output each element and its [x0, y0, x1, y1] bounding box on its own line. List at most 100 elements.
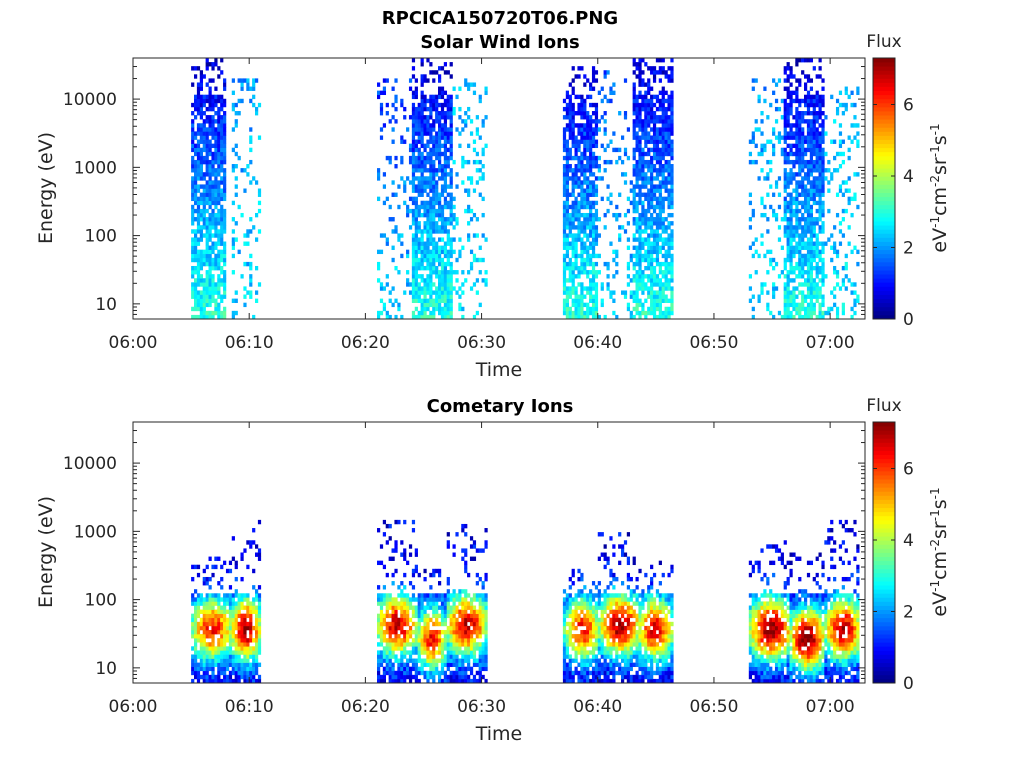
flux-cell: [806, 290, 811, 295]
flux-cell: [420, 629, 424, 635]
flux-cell: [571, 176, 575, 181]
flux-cell: [191, 270, 195, 275]
flux-cell: [377, 94, 381, 100]
flux-cell: [661, 115, 665, 120]
flux-cell: [830, 94, 834, 100]
flux-cell: [789, 310, 793, 316]
flux-cell: [388, 646, 392, 651]
flux-cell: [252, 225, 256, 230]
flux-cell: [208, 249, 212, 255]
flux-cell: [647, 115, 651, 120]
flux-cell: [789, 290, 793, 295]
flux-cell: [440, 286, 445, 291]
flux-cell: [231, 629, 235, 635]
flux-cell: [853, 172, 857, 177]
flux-cell: [443, 184, 448, 189]
flux-cell: [414, 106, 418, 112]
flux-cell: [667, 225, 671, 230]
flux-cell: [789, 270, 793, 275]
flux-cell: [432, 642, 436, 647]
flux-cell: [664, 310, 668, 316]
flux-cell: [414, 200, 418, 206]
flux-cell: [225, 593, 230, 598]
flux-cell: [196, 151, 201, 157]
flux-cell: [406, 658, 410, 663]
flux-cell: [199, 654, 204, 659]
flux-cell: [655, 176, 660, 181]
flux-cell: [391, 115, 395, 120]
flux-cell: [255, 593, 259, 598]
flux-cell: [652, 192, 657, 197]
flux-cell: [661, 66, 665, 71]
flux-cell: [443, 131, 448, 136]
flux-cell: [388, 662, 392, 667]
flux-cell: [440, 90, 445, 96]
flux-cell: [403, 629, 407, 635]
figure-title: RPCICA150720T06.PNG: [382, 8, 618, 29]
flux-cell: [228, 658, 233, 663]
flux-cell: [429, 666, 433, 672]
flux-cell: [414, 658, 418, 663]
flux-cell: [382, 597, 387, 602]
flux-cell: [583, 74, 587, 79]
flux-cell: [795, 119, 799, 124]
flux-cell: [423, 568, 427, 574]
flux-cell: [812, 241, 816, 246]
flux-cell: [786, 298, 790, 303]
flux-cell: [391, 286, 395, 291]
flux-cell: [815, 282, 819, 287]
flux-cell: [403, 634, 407, 639]
flux-cell: [591, 188, 596, 193]
flux-cell: [655, 257, 660, 263]
flux-cell: [571, 135, 575, 140]
flux-cell: [446, 298, 450, 303]
flux-cell: [205, 666, 209, 672]
flux-cell: [591, 294, 596, 299]
flux-cell: [632, 217, 636, 222]
flux-cell: [841, 306, 845, 312]
flux-cell: [638, 200, 642, 206]
flux-cell: [594, 176, 599, 181]
flux-cell: [568, 306, 572, 312]
flux-cell: [589, 119, 593, 124]
flux-cell: [432, 188, 436, 193]
flux-cell: [577, 168, 581, 173]
flux-cell: [670, 253, 674, 259]
flux-cell: [565, 233, 570, 238]
flux-cell: [202, 261, 206, 267]
flux-cell: [199, 638, 204, 643]
flux-cell: [597, 176, 601, 181]
flux-cell: [211, 609, 215, 614]
flux-cell: [196, 237, 201, 242]
flux-cell: [795, 274, 799, 279]
flux-cell: [423, 123, 427, 128]
flux-cell: [667, 115, 671, 120]
flux-cell: [432, 119, 436, 124]
flux-cell: [211, 221, 215, 226]
flux-cell: [382, 629, 387, 635]
flux-cell: [850, 139, 854, 144]
flux-cell: [429, 196, 433, 202]
flux-cell: [795, 151, 799, 157]
flux-cell: [420, 106, 424, 112]
flux-cell: [414, 233, 418, 238]
flux-cell: [806, 225, 811, 230]
flux-cell: [411, 274, 416, 279]
flux-cell: [243, 662, 247, 667]
flux-cell: [589, 200, 593, 206]
flux-cell: [594, 217, 599, 222]
flux-cell: [824, 151, 828, 157]
flux-cell: [257, 629, 262, 635]
flux-cell: [786, 115, 790, 120]
flux-cell: [783, 290, 787, 295]
flux-cell: [655, 184, 660, 189]
flux-cell: [214, 139, 218, 144]
flux-cell: [388, 629, 392, 635]
flux-cell: [812, 286, 816, 291]
flux-cell: [211, 66, 215, 71]
flux-cell: [594, 143, 599, 149]
flux-cell: [815, 249, 819, 255]
flux-cell: [664, 106, 668, 112]
flux-cell: [417, 670, 421, 676]
flux-cell: [638, 123, 642, 128]
